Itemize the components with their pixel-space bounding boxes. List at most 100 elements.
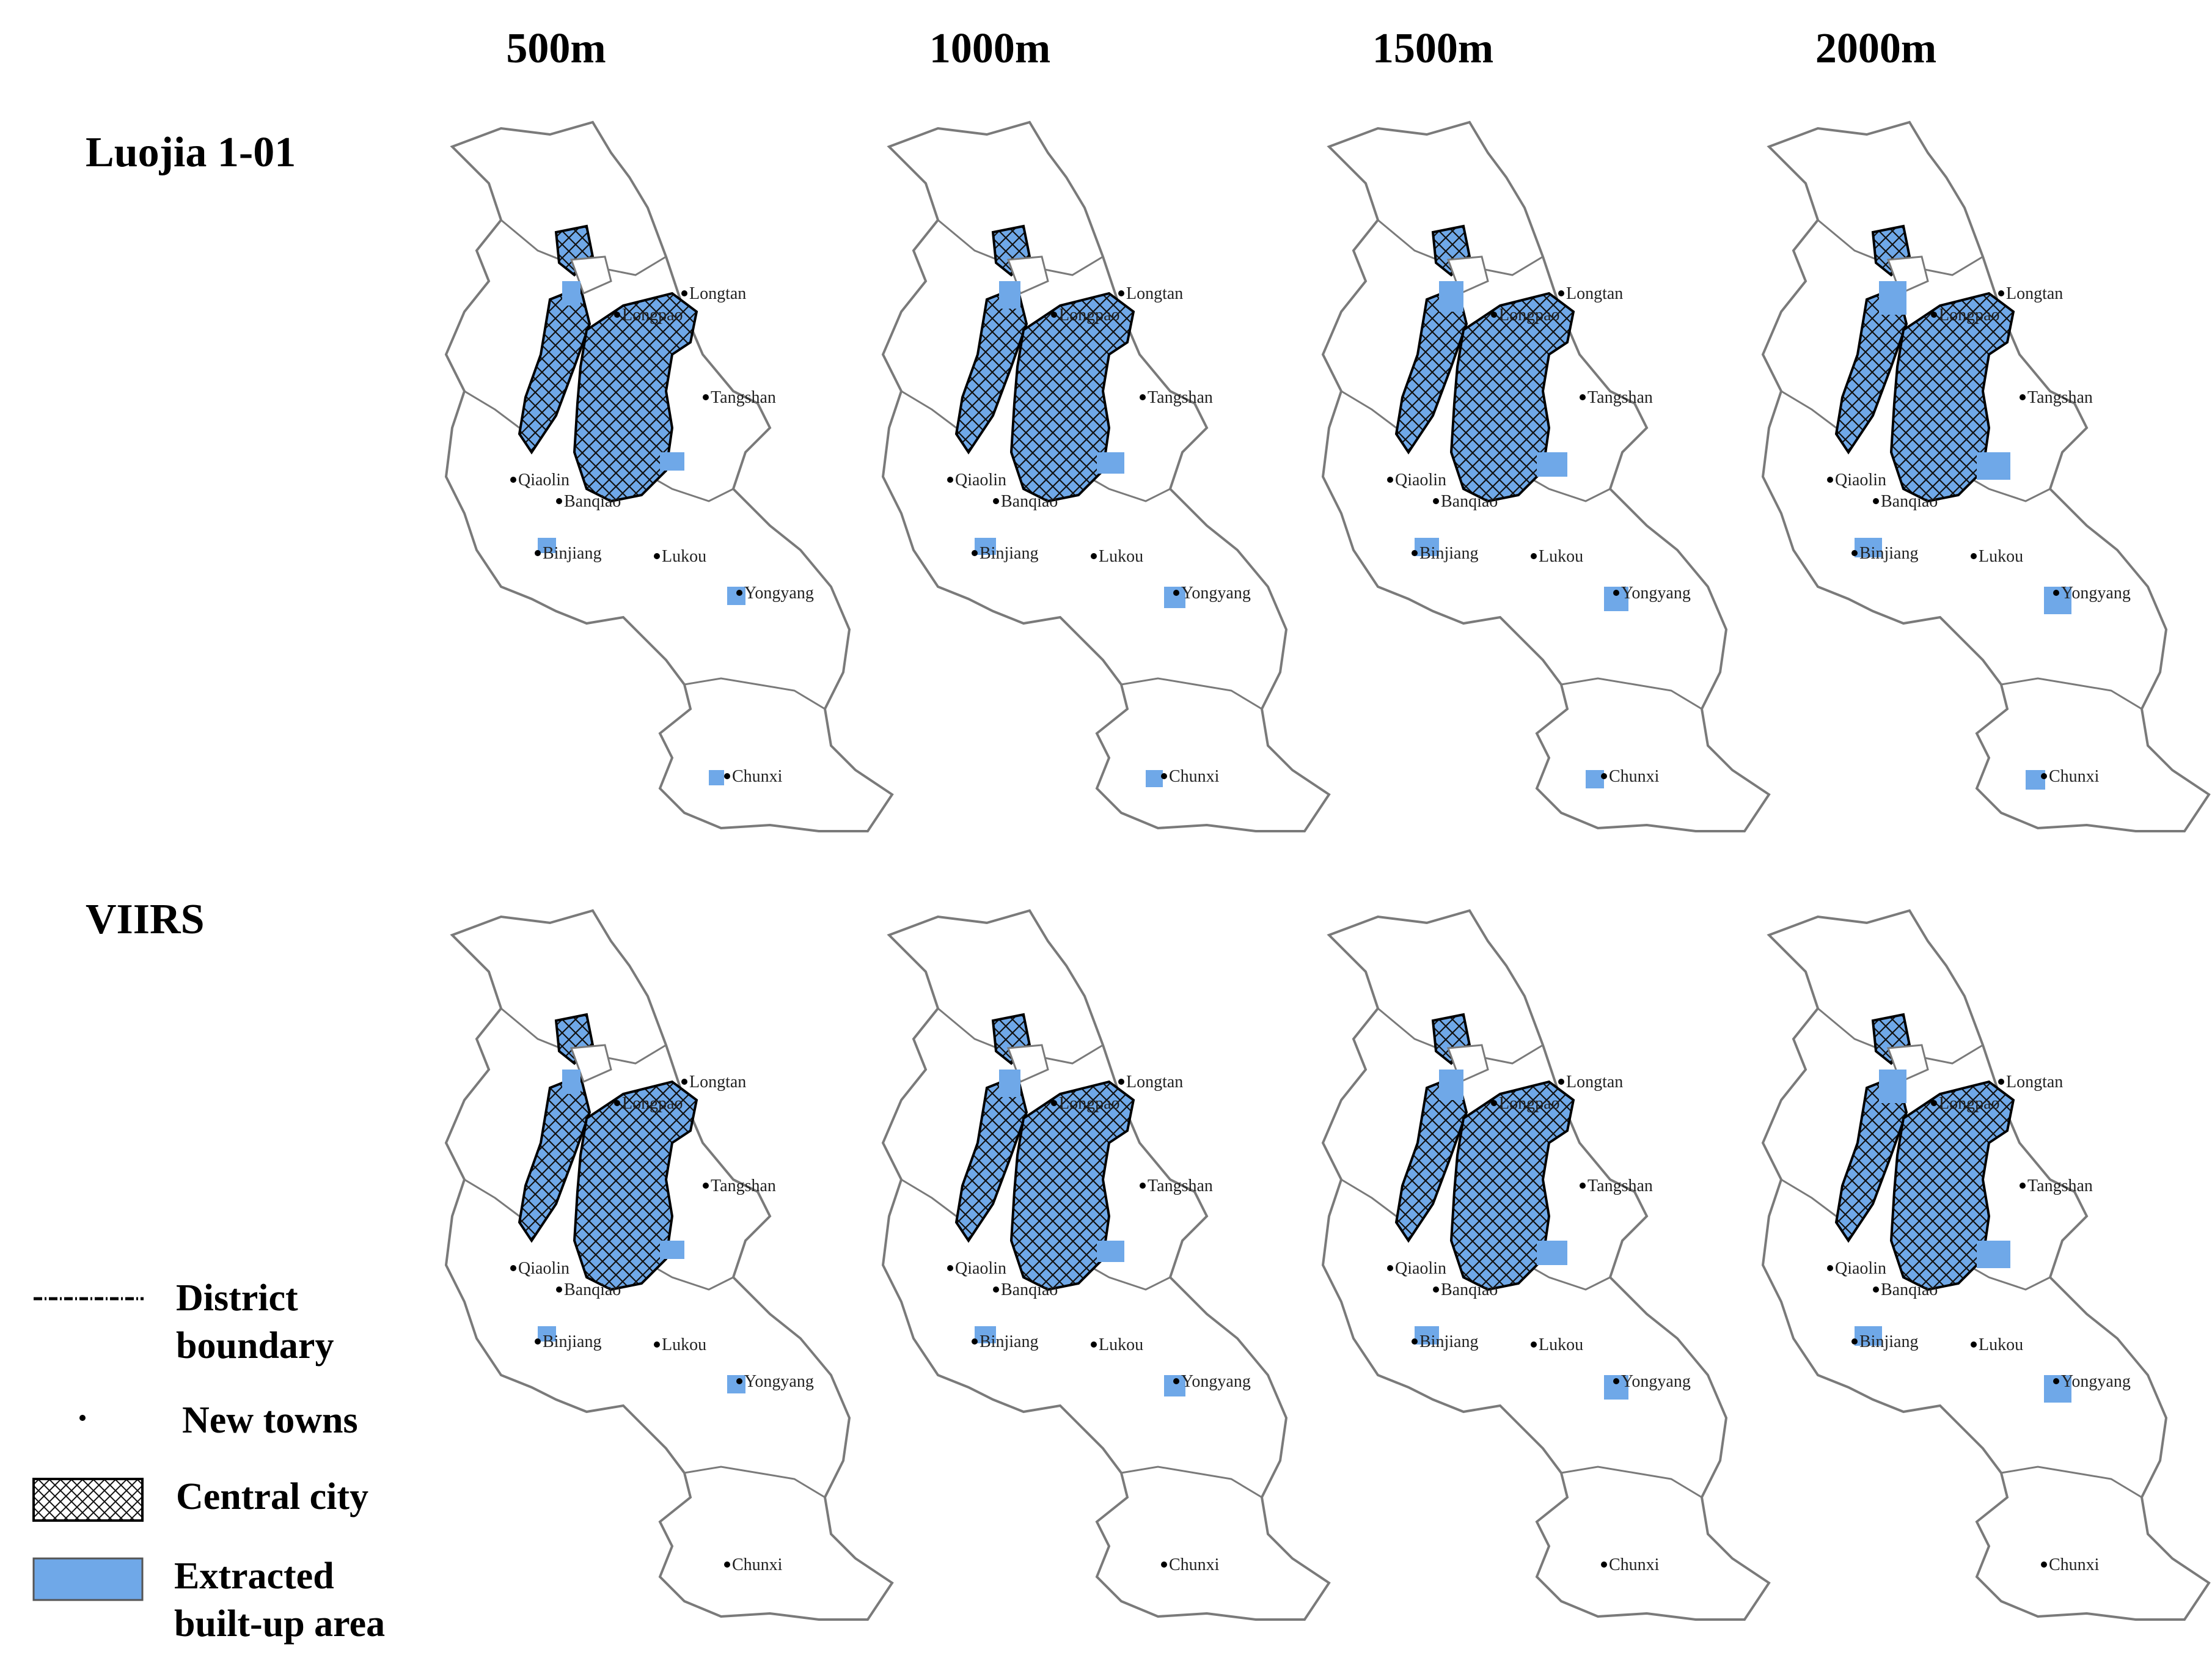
town-dot: [1580, 1183, 1586, 1189]
town-dot: [1558, 290, 1564, 296]
town-dot: [1873, 498, 1879, 504]
map-luojia-1500m: [1322, 121, 1770, 832]
town-label-tangshan: Tangshan: [1148, 388, 1213, 407]
town-dot: [510, 477, 516, 483]
town-dot: [1091, 553, 1097, 559]
town-dot: [1931, 1100, 1937, 1106]
row-header-viirs: VIIRS: [86, 896, 205, 943]
town-label-longpao: Longpao: [1939, 306, 2000, 325]
town-dot: [681, 290, 687, 296]
legend-builtup-label: Extracted built-up area: [174, 1555, 386, 1645]
town-dot: [2020, 1183, 2026, 1189]
town-label-lukou: Lukou: [1979, 547, 2023, 566]
town-label-tangshan: Tangshan: [1588, 388, 1653, 407]
town-label-chunxi: Chunxi: [1169, 1555, 1220, 1574]
town-dot: [947, 477, 953, 483]
town-label-qiaolin: Qiaolin: [955, 471, 1006, 490]
town-label-lukou: Lukou: [1539, 547, 1583, 566]
town-label-longtan: Longtan: [689, 1073, 746, 1092]
town-dot: [947, 1265, 953, 1271]
row-header-luojia: Luojia 1-01: [86, 129, 296, 176]
legend-central-city-symbol: [32, 1478, 144, 1522]
town-label-yongyang: Yongyang: [1181, 584, 1251, 603]
town-label-longpao: Longpao: [1059, 306, 1120, 325]
town-label-yongyang: Yongyang: [2061, 584, 2131, 603]
town-label-qiaolin: Qiaolin: [1395, 471, 1446, 490]
legend-towns-label: New towns: [182, 1400, 358, 1441]
town-label-tangshan: Tangshan: [1148, 1176, 1213, 1195]
town-dot: [614, 1100, 620, 1106]
town-dot: [1851, 550, 1858, 556]
town-dot: [1601, 773, 1607, 779]
town-label-qiaolin: Qiaolin: [1835, 1259, 1886, 1278]
town-label-banqiao: Banqiao: [564, 492, 621, 511]
town-dot: [654, 1341, 660, 1348]
town-dot: [1998, 1079, 2004, 1085]
town-dot: [1140, 394, 1146, 400]
town-labels-layer: Longtan Longpao Tangshan Qiaolin Banqiao Binj…: [510, 284, 2131, 1574]
town-dot: [1161, 1561, 1167, 1568]
town-label-binjiang: Binjiang: [980, 544, 1038, 563]
town-label-yongyang: Yongyang: [744, 1372, 814, 1391]
town-dot: [510, 1265, 516, 1271]
town-label-longpao: Longpao: [1499, 1094, 1560, 1113]
town-label-banqiao: Banqiao: [1001, 492, 1058, 511]
town-label-qiaolin: Qiaolin: [518, 1259, 569, 1278]
column-header-500m: 500m: [506, 25, 606, 72]
town-label-binjiang: Binjiang: [543, 1332, 601, 1351]
town-label-banqiao: Banqiao: [1441, 1280, 1498, 1299]
town-label-banqiao: Banqiao: [1441, 492, 1498, 511]
town-label-longpao: Longpao: [622, 306, 683, 325]
map-luojia-1000m: [882, 121, 1330, 832]
column-header-2000m: 2000m: [1815, 25, 1937, 72]
town-label-binjiang: Binjiang: [980, 1332, 1038, 1351]
town-label-chunxi: Chunxi: [732, 1555, 783, 1574]
town-dot: [1531, 553, 1537, 559]
town-label-banqiao: Banqiao: [564, 1280, 621, 1299]
town-label-chunxi: Chunxi: [2049, 767, 2100, 786]
town-label-yongyang: Yongyang: [1621, 584, 1691, 603]
town-dot: [1827, 1265, 1833, 1271]
town-dot: [993, 1286, 999, 1293]
town-dot: [535, 1338, 541, 1345]
town-dot: [2053, 1378, 2059, 1384]
town-dot: [1613, 1378, 1619, 1384]
town-dot: [681, 1079, 687, 1085]
town-label-lukou: Lukou: [1099, 1335, 1143, 1354]
town-dot: [2041, 1561, 2047, 1568]
map-viirs-2000m: [1762, 909, 2210, 1621]
town-dot: [1118, 290, 1124, 296]
map-viirs-500m: [445, 909, 893, 1621]
town-dot: [736, 590, 742, 596]
town-dot: [1851, 1338, 1858, 1345]
town-label-chunxi: Chunxi: [2049, 1555, 2100, 1574]
town-label-chunxi: Chunxi: [1609, 767, 1660, 786]
town-label-binjiang: Binjiang: [1419, 544, 1478, 563]
town-label-longpao: Longpao: [1059, 1094, 1120, 1113]
town-label-longtan: Longtan: [689, 284, 746, 303]
town-dot: [1173, 590, 1179, 596]
town-label-longpao: Longpao: [622, 1094, 683, 1113]
town-dot: [1601, 1561, 1607, 1568]
town-dot: [703, 1183, 709, 1189]
town-dot: [1051, 1100, 1057, 1106]
legend-central-label: Central city: [176, 1476, 369, 1517]
town-dot: [1091, 1341, 1097, 1348]
map-viirs-1000m: [882, 909, 1330, 1621]
town-dot: [1387, 1265, 1393, 1271]
town-dot: [1433, 498, 1439, 504]
town-dot: [1412, 550, 1418, 556]
town-dot: [703, 394, 709, 400]
town-dot: [1118, 1079, 1124, 1085]
town-dot: [1998, 290, 2004, 296]
town-dot: [535, 550, 541, 556]
town-dot: [724, 1561, 730, 1568]
town-dot: [1161, 773, 1167, 779]
town-label-yongyang: Yongyang: [744, 584, 814, 603]
town-dot: [1173, 1378, 1179, 1384]
town-label-qiaolin: Qiaolin: [1395, 1259, 1446, 1278]
column-header-1000m: 1000m: [929, 25, 1051, 72]
town-dot: [1580, 394, 1586, 400]
town-dot: [1491, 312, 1497, 318]
